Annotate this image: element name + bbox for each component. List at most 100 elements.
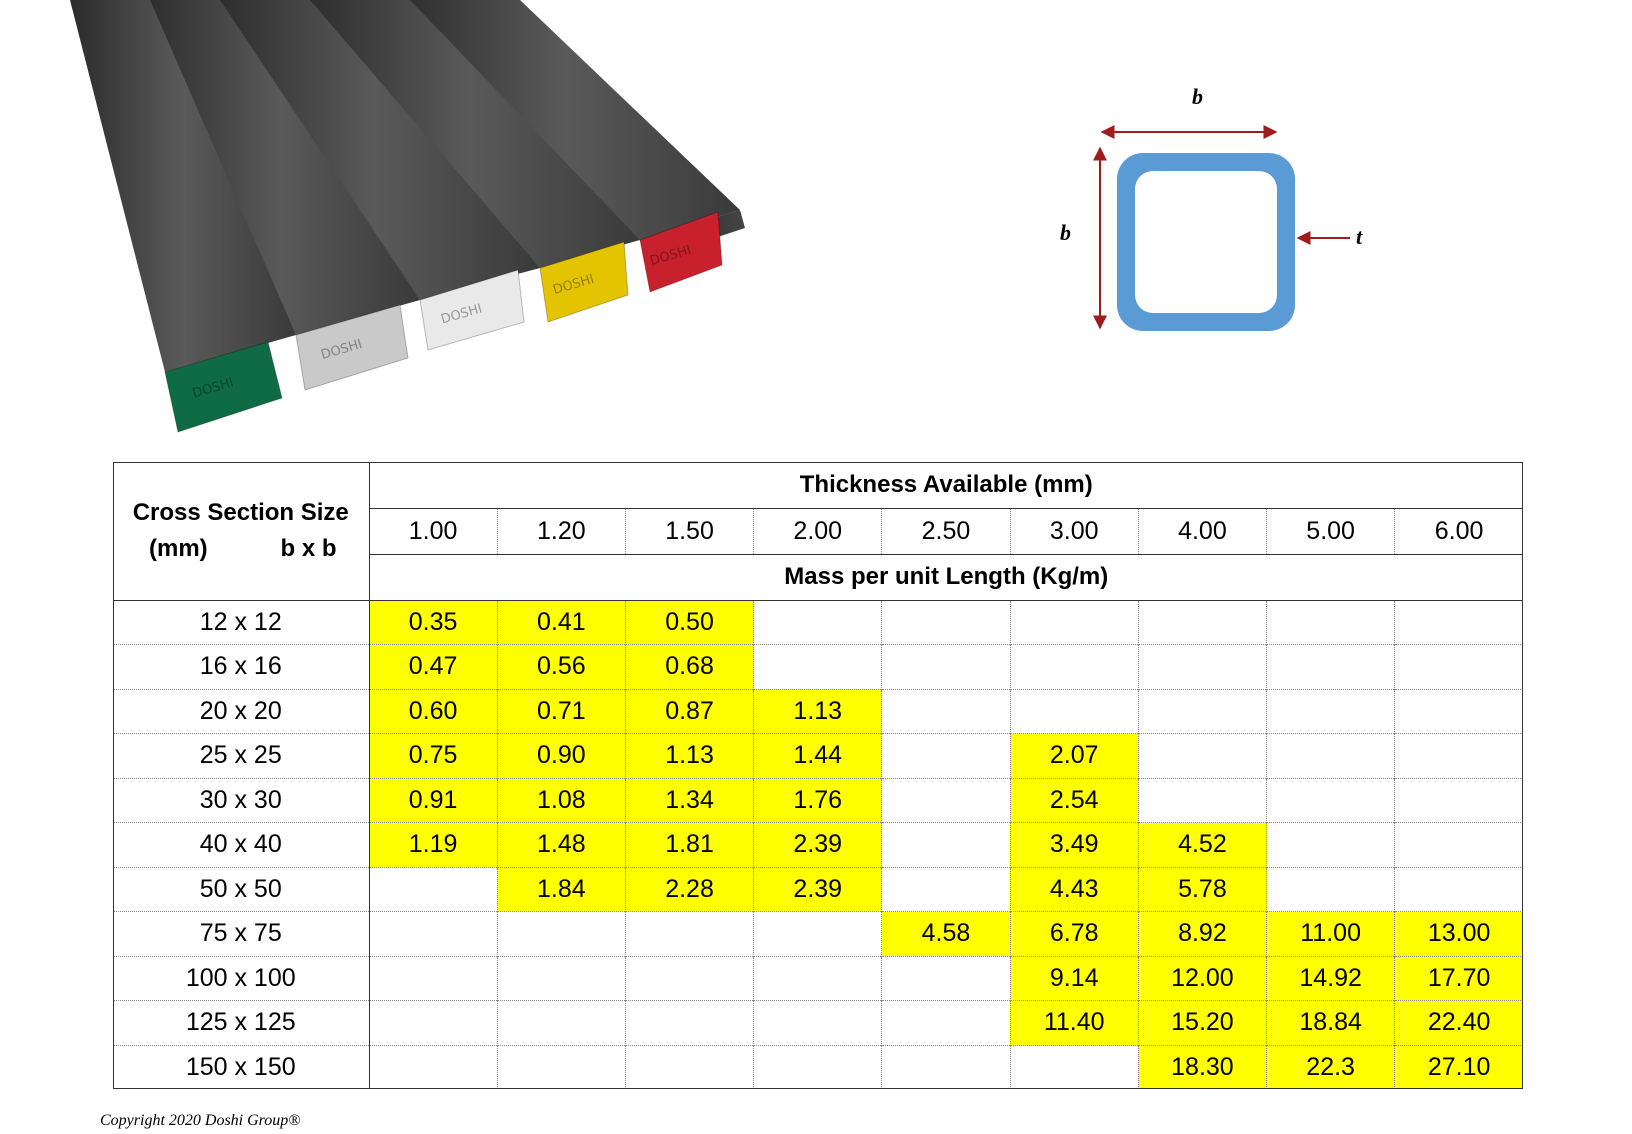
thickness-header-cell: 1.50 [624,507,754,555]
mass-value-cell: 2.54 [1009,777,1139,823]
mass-per-unit-length-header: Mass per unit Length (Kg/m) [784,563,1109,590]
mass-value-cell [881,777,1011,823]
table-row: 16 x 16 0.47 0.56 0.68 [113,644,1523,690]
thickness-values-row: 1.00 1.20 1.50 2.00 2.50 3.00 4.00 5.00 6.00 [113,507,1523,555]
copyright-note: Copyright 2020 Doshi Group® [100,1112,301,1129]
mass-value-cell: 6.78 [1009,911,1139,957]
cross-section-size-cell: 12 x 12 [113,599,370,645]
mass-value-cell [753,955,882,1001]
cross-section-size-cell: 50 x 50 [113,866,370,912]
mass-value-cell [1394,822,1523,868]
tube-bar-yellow [300,0,640,268]
mass-value-cell: 1.48 [496,822,626,868]
mass-value-cell [369,1044,498,1089]
mass-value-cell [881,599,1011,645]
mass-value-cell [624,1044,754,1089]
mass-value-cell [1394,688,1523,734]
mass-value-cell: 18.30 [1137,1044,1267,1089]
mass-value-cell: 27.10 [1394,1044,1523,1089]
mass-value-cell [369,911,498,957]
mass-value-cell: 2.28 [624,866,754,912]
mass-value-cell: 14.92 [1266,955,1395,1001]
mass-value-cell [496,1000,626,1046]
mass-value-cell [881,866,1011,912]
mass-value-cell: 17.70 [1394,955,1523,1001]
mass-value-cell: 4.52 [1137,822,1267,868]
mass-value-cell [881,822,1011,868]
cross-section-size-cell: 150 x 150 [113,1044,370,1089]
mass-value-cell [1266,866,1395,912]
mass-value-cell [1137,599,1267,645]
corner-label-bxb: b x b [280,534,337,562]
table-row: 100 x 100 9.14 12.00 14.92 17.70 [113,955,1523,1001]
mass-value-cell [369,866,498,912]
mass-value-cell: 5.78 [1137,866,1267,912]
mass-value-cell [881,733,1011,779]
cross-section-size-cell: 20 x 20 [113,688,370,734]
width-label: b [1192,84,1203,109]
thickness-header-cell: 5.00 [1266,507,1395,555]
mass-value-cell: 0.50 [624,599,754,645]
mass-value-cell: 0.90 [496,733,626,779]
mass-value-cell: 4.43 [1009,866,1139,912]
mass-value-cell [1394,599,1523,645]
mass-value-cell [1266,688,1395,734]
table-row: 150 x 150 18.30 22.3 27.10 [113,1044,1523,1089]
mass-value-cell: 2.39 [753,866,882,912]
mass-value-cell: 12.00 [1137,955,1267,1001]
end-cap [164,341,283,433]
mass-value-cell [1137,777,1267,823]
thickness-header-cell: 4.00 [1137,507,1267,555]
mass-value-cell: 0.35 [369,599,498,645]
mass-value-cell [1266,733,1395,779]
tube-bar-green [70,0,296,372]
cross-section-size-cell: 30 x 30 [113,777,370,823]
mass-value-cell [369,1000,498,1046]
end-cap [419,269,525,351]
corner-label-line1: Cross Section Size [132,498,349,526]
thickness-header-cell: 1.00 [369,507,498,555]
mass-value-cell [753,644,882,690]
mass-value-cell [1394,733,1523,779]
mass-value-cell: 8.92 [1137,911,1267,957]
cross-section-size-header: Cross Section Size (mm) b x b [113,462,370,601]
cross-section-size-cell: 40 x 40 [113,822,370,868]
end-cap [539,241,629,323]
end-cap [639,211,723,293]
mass-value-cell [1266,644,1395,690]
mass-value-cell: 18.84 [1266,1000,1395,1046]
cross-section-size-cell: 100 x 100 [113,955,370,1001]
thickness-header-cell: 2.50 [881,507,1011,555]
mass-value-cell [1137,733,1267,779]
end-cap [295,304,409,391]
table-row: 30 x 30 0.91 1.08 1.34 1.76 2.54 [113,777,1523,823]
mass-value-cell: 0.68 [624,644,754,690]
mass-value-cell [369,955,498,1001]
mass-value-cell [881,955,1011,1001]
mass-value-cell: 0.75 [369,733,498,779]
mass-value-cell [881,1000,1011,1046]
mass-per-length-table: Cross Section Size (mm) b x b Thickness … [113,462,1523,1089]
mass-value-cell [1266,599,1395,645]
cross-section-size-cell: 25 x 25 [113,733,370,779]
tube-inner-hollow [1135,171,1277,313]
table-row: 75 x 75 4.58 6.78 8.92 11.00 13.00 [113,911,1523,957]
mass-value-cell: 1.13 [624,733,754,779]
mass-value-cell [1009,688,1139,734]
tube-bar-grey [140,0,420,335]
mass-value-cell [1009,644,1139,690]
tube-bar-white [210,0,540,300]
mass-value-cell: 1.44 [753,733,882,779]
mass-value-cell [624,955,754,1001]
table-row: 40 x 40 1.19 1.48 1.81 2.39 3.49 4.52 [113,822,1523,868]
cross-section-size-cell: 125 x 125 [113,1000,370,1046]
thickness-header-cell: 3.00 [1009,507,1139,555]
mass-value-cell [1394,777,1523,823]
mass-value-cell: 4.58 [881,911,1011,957]
mass-value-cell [1009,599,1139,645]
cross-section-size-cell: 16 x 16 [113,644,370,690]
mass-value-cell: 0.47 [369,644,498,690]
mass-value-cell: 2.07 [1009,733,1139,779]
mass-value-cell [1394,866,1523,912]
